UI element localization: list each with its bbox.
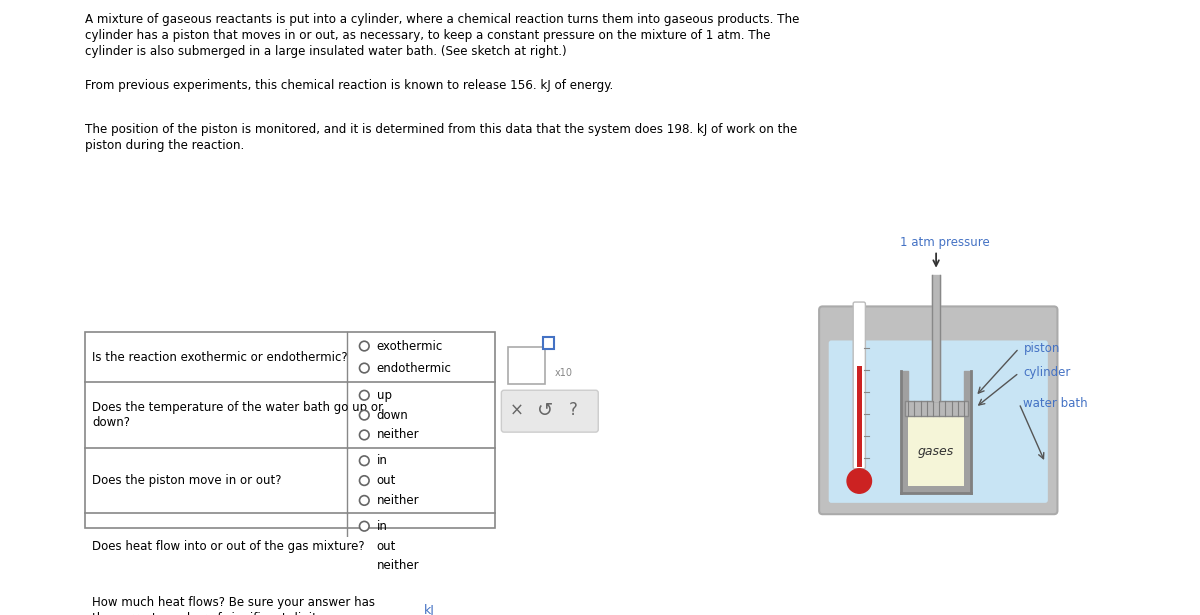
Circle shape bbox=[360, 476, 370, 485]
FancyBboxPatch shape bbox=[829, 341, 1048, 503]
Text: Is the reaction exothermic or endothermic?: Is the reaction exothermic or endothermi… bbox=[92, 351, 348, 363]
Text: down: down bbox=[377, 408, 408, 422]
Bar bbox=[908, 416, 964, 486]
Text: up: up bbox=[377, 389, 391, 402]
Text: neither: neither bbox=[377, 494, 419, 507]
Text: out: out bbox=[377, 474, 396, 487]
Text: out: out bbox=[377, 539, 396, 552]
Text: ×: × bbox=[510, 402, 524, 419]
Bar bbox=[857, 366, 862, 467]
Text: cylinder has a piston that moves in or out, as necessary, to keep a constant pre: cylinder has a piston that moves in or o… bbox=[85, 29, 770, 42]
Text: neither: neither bbox=[377, 560, 419, 573]
Circle shape bbox=[360, 410, 370, 420]
Bar bbox=[509, 347, 545, 384]
Text: cylinder is also submerged in a large insulated water bath. (See sketch at right: cylinder is also submerged in a large in… bbox=[85, 44, 566, 58]
Text: water bath: water bath bbox=[1024, 397, 1088, 410]
Text: down?: down? bbox=[92, 416, 130, 429]
FancyBboxPatch shape bbox=[502, 391, 599, 432]
Text: ?: ? bbox=[569, 402, 577, 419]
Text: ↺: ↺ bbox=[536, 401, 553, 420]
Text: From previous experiments, this chemical reaction is known to release 156. kJ of: From previous experiments, this chemical… bbox=[85, 79, 613, 92]
Text: The position of the piston is monitored, and it is determined from this data tha: The position of the piston is monitored,… bbox=[85, 123, 797, 136]
Circle shape bbox=[360, 541, 370, 551]
Circle shape bbox=[847, 469, 871, 493]
Circle shape bbox=[360, 456, 370, 466]
Text: in: in bbox=[377, 454, 388, 467]
Text: Does the piston move in or out?: Does the piston move in or out? bbox=[92, 474, 282, 487]
Text: cylinder: cylinder bbox=[1024, 367, 1070, 379]
Text: piston during the reaction.: piston during the reaction. bbox=[85, 139, 244, 152]
Text: in: in bbox=[377, 520, 388, 533]
Circle shape bbox=[360, 496, 370, 506]
Text: Does the temperature of the water bath go up or: Does the temperature of the water bath g… bbox=[92, 401, 383, 414]
Text: the correct number of significant digits.: the correct number of significant digits… bbox=[92, 611, 326, 615]
Circle shape bbox=[360, 522, 370, 531]
Text: How much heat flows? Be sure your answer has: How much heat flows? Be sure your answer… bbox=[92, 596, 374, 609]
Circle shape bbox=[360, 391, 370, 400]
Text: gases: gases bbox=[918, 445, 954, 458]
FancyBboxPatch shape bbox=[853, 302, 865, 469]
Bar bbox=[85, 331, 496, 528]
Text: endothermic: endothermic bbox=[377, 362, 451, 375]
Text: x10: x10 bbox=[554, 368, 572, 378]
Text: kJ: kJ bbox=[424, 604, 434, 615]
Text: A mixture of gaseous reactants is put into a cylinder, where a chemical reaction: A mixture of gaseous reactants is put in… bbox=[85, 13, 799, 26]
Bar bbox=[544, 337, 553, 349]
Text: 1 atm pressure: 1 atm pressure bbox=[900, 236, 990, 249]
Circle shape bbox=[360, 430, 370, 440]
Circle shape bbox=[360, 561, 370, 571]
Text: Does heat flow into or out of the gas mixture?: Does heat flow into or out of the gas mi… bbox=[92, 539, 365, 552]
Bar bbox=[404, 601, 420, 615]
Circle shape bbox=[360, 363, 370, 373]
FancyBboxPatch shape bbox=[820, 306, 1057, 514]
Text: neither: neither bbox=[377, 429, 419, 442]
Bar bbox=[905, 401, 967, 416]
Circle shape bbox=[360, 341, 370, 351]
Text: piston: piston bbox=[1024, 342, 1060, 355]
Text: exothermic: exothermic bbox=[377, 339, 443, 352]
